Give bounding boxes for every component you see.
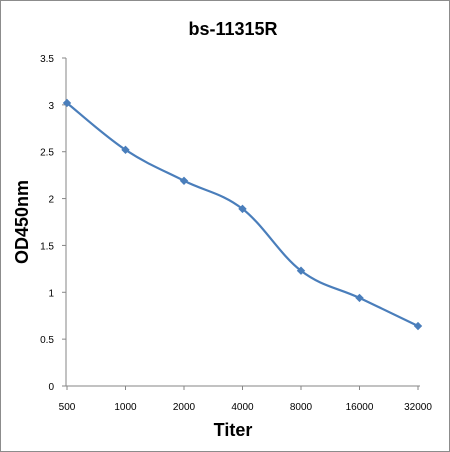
y-tick-label: 2 xyxy=(48,195,54,206)
y-tick-label: 1 xyxy=(48,288,54,299)
data-point-marker xyxy=(62,98,72,108)
x-tick-label: 8000 xyxy=(290,402,313,413)
x-tick-label: 16000 xyxy=(346,402,374,413)
y-tick-label: 0.5 xyxy=(40,335,54,346)
y-tick-label: 3.5 xyxy=(40,54,54,65)
x-tick-label: 1000 xyxy=(114,402,137,413)
data-point-marker xyxy=(238,204,247,214)
data-point-marker xyxy=(179,176,189,185)
y-tick-label: 2.5 xyxy=(40,148,54,159)
data-point-marker xyxy=(296,266,306,275)
series-markers xyxy=(62,98,423,331)
x-tick-label: 2000 xyxy=(173,402,196,413)
y-tick-label: 1.5 xyxy=(40,241,54,252)
x-ticks: 500 1000 2000 4000 8000 16000 32000 xyxy=(59,386,432,413)
data-point-marker xyxy=(355,293,364,303)
data-point-marker xyxy=(121,145,130,155)
chart-title: bs-11315R xyxy=(188,19,277,39)
y-tick-label: 0 xyxy=(48,382,54,393)
y-tick-label: 3 xyxy=(48,101,54,112)
x-tick-label: 4000 xyxy=(231,402,254,413)
x-tick-label: 32000 xyxy=(404,402,432,413)
y-axis-title: OD450nm xyxy=(12,180,32,264)
series-line xyxy=(66,102,419,328)
x-axis-title: Titer xyxy=(214,420,253,440)
x-tick-label: 500 xyxy=(59,402,76,413)
data-point-marker xyxy=(413,321,423,331)
y-ticks: 0 0.5 1 1.5 2 2.5 3 3.5 xyxy=(40,54,66,393)
